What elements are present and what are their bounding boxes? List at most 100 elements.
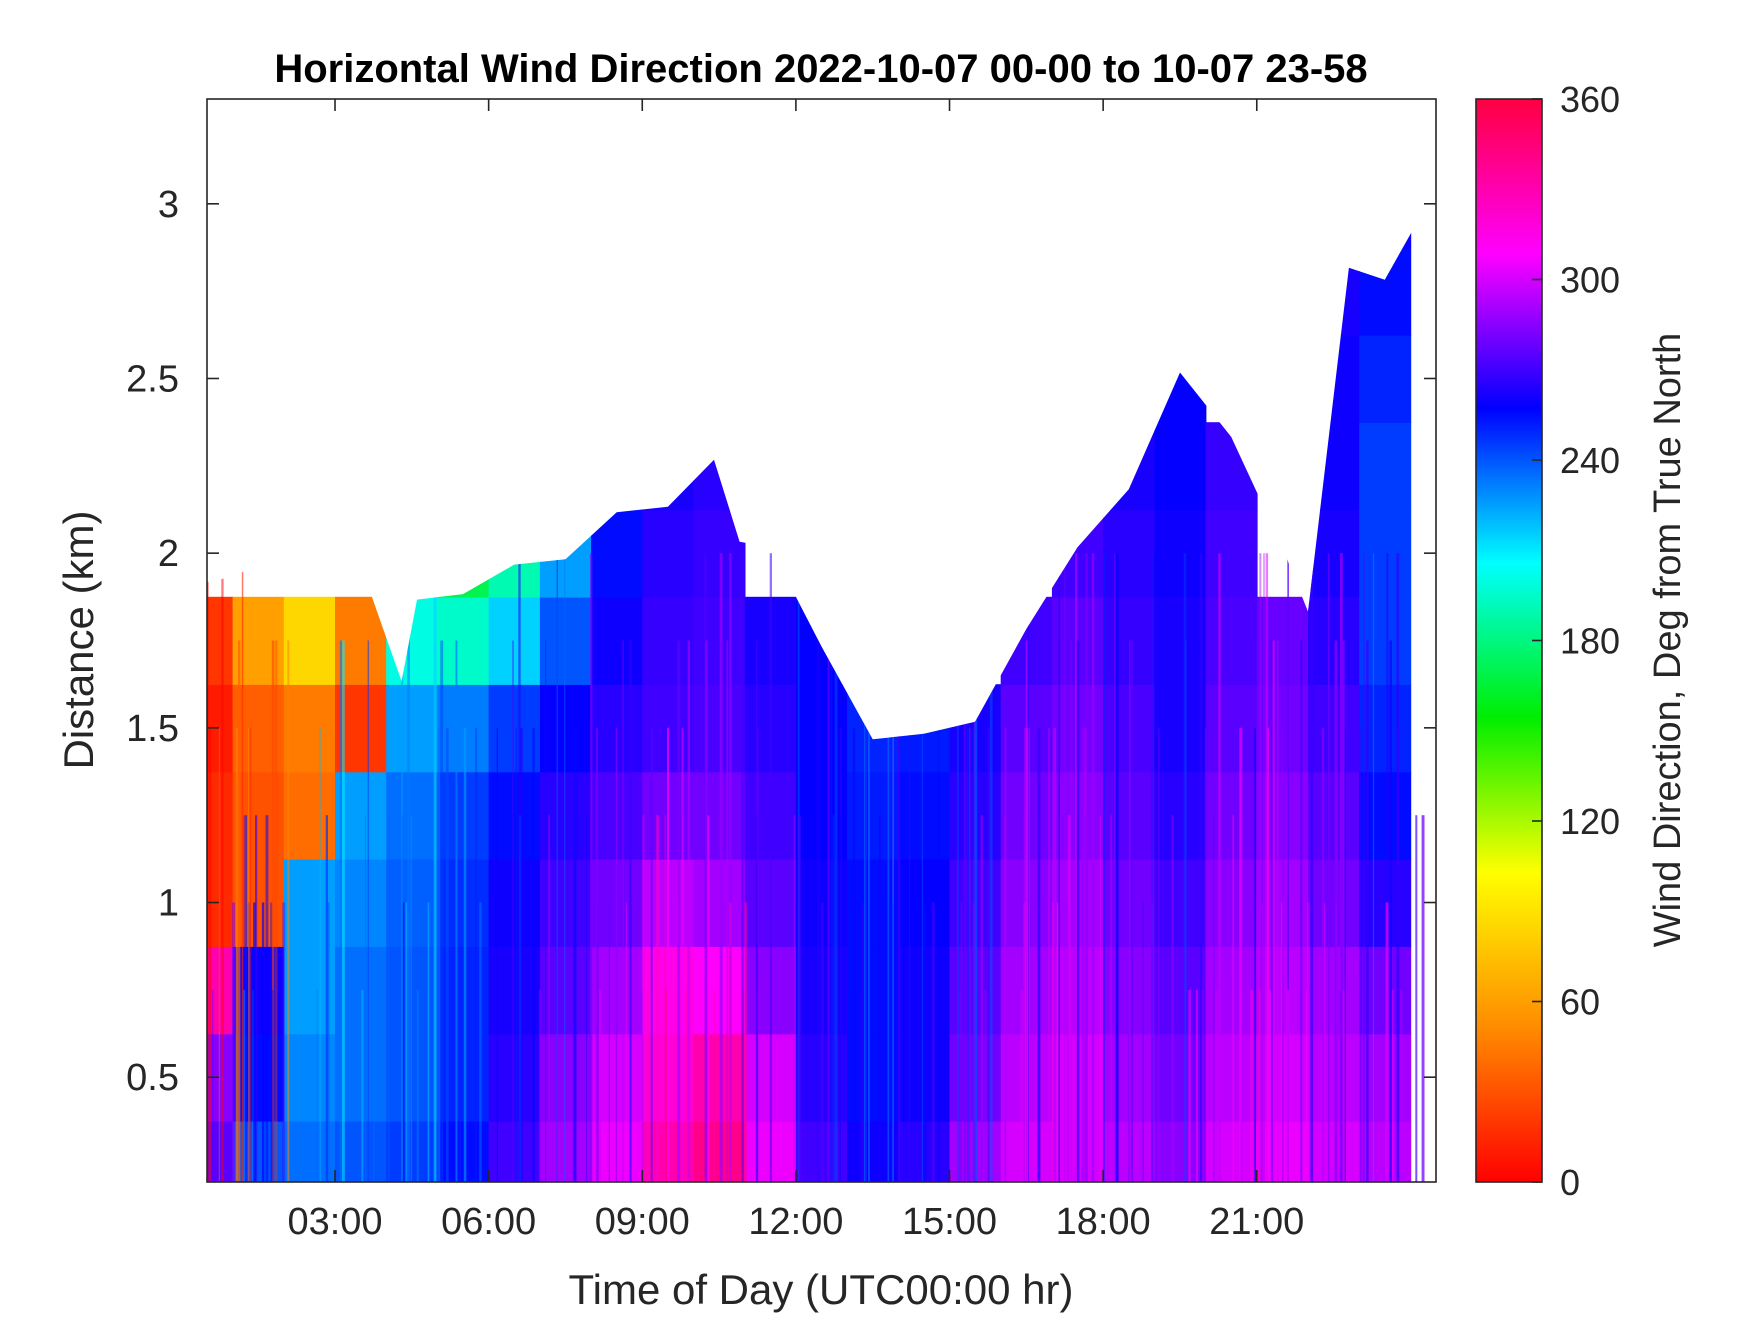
heatmap-streak: [1280, 902, 1283, 1182]
heatmap-streak: [1099, 815, 1101, 1182]
heatmap-streak: [646, 989, 650, 1182]
heatmap-streak: [275, 640, 278, 1182]
heatmap-cell: [795, 1033, 848, 1122]
chart-title: Horizontal Wind Direction 2022-10-07 00-…: [274, 47, 1367, 91]
heatmap-streak: [1250, 989, 1253, 1182]
heatmap-cell: [1308, 771, 1360, 860]
heatmap-cell: [693, 858, 746, 947]
heatmap-streak: [1261, 902, 1263, 1182]
heatmap-cell: [847, 1120, 900, 1183]
heatmap-streak: [829, 640, 833, 1182]
heatmap-streak: [816, 553, 820, 1182]
heatmap-cell: [795, 684, 848, 773]
heatmap-streak: [868, 553, 870, 1182]
colorbar-tick-label: 60: [1560, 982, 1600, 1023]
heatmap-streak: [282, 902, 286, 1182]
heatmap-cell: [795, 1120, 848, 1183]
heatmap-cell: [693, 1033, 746, 1122]
heatmap-streak: [615, 727, 618, 1182]
heatmap-streak: [1260, 640, 1263, 1182]
colorbar-tick-label: 180: [1560, 621, 1620, 662]
heatmap-streak: [1389, 640, 1392, 1182]
heatmap-streak: [519, 727, 523, 1182]
heatmap-streak: [1421, 815, 1425, 1182]
heatmap-streak: [238, 640, 241, 1182]
heatmap-streak: [402, 902, 405, 1182]
heatmap-cell: [693, 684, 746, 773]
y-tick-label: 2: [158, 533, 179, 575]
heatmap-streak: [455, 640, 458, 1182]
heatmap-streak: [1267, 727, 1269, 1182]
heatmap-streak: [1083, 727, 1087, 1182]
heatmap-cell: [591, 596, 644, 685]
heatmap-streak: [1344, 727, 1346, 1182]
y-tick-label: 1.5: [126, 708, 179, 750]
heatmap-streak: [1342, 640, 1345, 1182]
heatmap-streak: [932, 902, 935, 1182]
x-tick-label: 06:00: [441, 1201, 536, 1243]
heatmap-streak: [827, 640, 830, 1182]
heatmap-cell: [232, 858, 285, 947]
heatmap-cell: [1256, 596, 1309, 685]
heatmap-streak: [1103, 553, 1105, 1182]
heatmap-streak: [339, 640, 343, 1182]
heatmap-streak: [1053, 727, 1056, 1182]
heatmap-cell: [1103, 771, 1156, 860]
heatmap-streak: [255, 815, 257, 1182]
heatmap-streak: [1310, 553, 1314, 1182]
heatmap-streak: [1075, 553, 1078, 1182]
heatmap-streak: [1151, 553, 1153, 1182]
heatmap-streak: [586, 815, 588, 1182]
heatmap-streak: [1259, 553, 1262, 1182]
heatmap-streak: [599, 989, 602, 1182]
heatmap-streak: [921, 553, 923, 1182]
heatmap-streak: [595, 727, 598, 1182]
heatmap-cell: [232, 684, 285, 773]
heatmap-streak: [608, 902, 610, 1182]
heatmap-cell: [1154, 1033, 1207, 1122]
heatmap-streak: [681, 727, 684, 1182]
heatmap-streak: [1391, 989, 1394, 1182]
heatmap-streak: [1158, 727, 1160, 1182]
heatmap-streak: [1142, 902, 1144, 1182]
x-tick-label: 21:00: [1209, 1201, 1304, 1243]
heatmap-streak: [1386, 553, 1389, 1182]
heatmap-streak: [726, 640, 729, 1182]
heatmap-streak: [1400, 989, 1403, 1182]
y-tick-label: 2.5: [126, 358, 179, 400]
y-tick-label: 0.5: [126, 1057, 179, 1099]
heatmap-streak: [1151, 902, 1154, 1182]
heatmap-streak: [839, 815, 841, 1182]
heatmap-streak: [1218, 553, 1221, 1182]
heatmap-streak: [973, 902, 975, 1182]
heatmap-streak: [1340, 553, 1343, 1182]
heatmap-cell: [795, 946, 848, 1035]
heatmap-streak: [410, 815, 413, 1182]
heatmap-cell: [1205, 684, 1258, 773]
heatmap-cell: [437, 771, 490, 860]
colorbar: [1475, 98, 1543, 1183]
heatmap-streak: [1114, 553, 1116, 1182]
heatmap-streak: [1306, 989, 1308, 1182]
heatmap-streak: [271, 989, 274, 1182]
heatmap-streak: [245, 815, 247, 1182]
heatmap-streak: [1070, 640, 1072, 1182]
heatmap-streak: [1334, 640, 1337, 1182]
heatmap-streaks: [207, 553, 1425, 1182]
heatmap-streak: [459, 989, 461, 1182]
heatmap-streak: [629, 640, 632, 1182]
heatmap-streak: [1324, 902, 1326, 1182]
heatmap-streak: [891, 902, 894, 1182]
heatmap-cell: [539, 684, 592, 773]
y-axis-ticks: 0.5 1 1.5 2 2.5 3: [126, 184, 1436, 1099]
heatmap-streak: [512, 640, 514, 1182]
heatmap-streak: [597, 902, 599, 1182]
heatmap-streak: [401, 640, 404, 1182]
x-tick-label: 18:00: [1056, 1201, 1151, 1243]
heatmap-streak: [984, 989, 987, 1182]
heatmap-streak: [1232, 815, 1235, 1182]
heatmap-streak: [556, 553, 558, 1182]
colorbar-tick-label: 0: [1560, 1162, 1580, 1203]
heatmap-streak: [574, 727, 577, 1182]
heatmap-streak: [832, 815, 836, 1182]
